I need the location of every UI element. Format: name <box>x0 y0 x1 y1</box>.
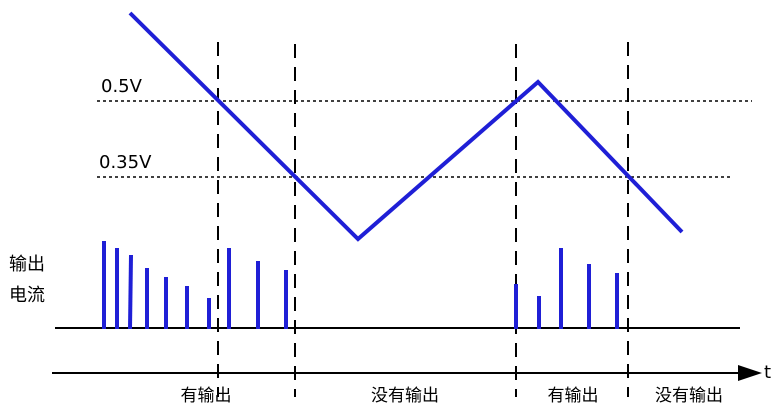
threshold-label-low: 0.35V <box>99 152 152 173</box>
segment-label-4: 没有输出 <box>655 386 723 406</box>
time-axis-label: t <box>764 362 771 383</box>
segment-label-3: 有输出 <box>548 386 599 406</box>
segment-label-1: 有输出 <box>181 386 232 406</box>
pulse-3 <box>128 254 133 330</box>
time-axis-arrow-icon <box>738 365 762 381</box>
y-label-line2: 电流 <box>9 285 45 306</box>
current-pulses <box>102 241 619 330</box>
triangle-waveform <box>128 11 684 242</box>
threshold-label-high: 0.5V <box>101 76 143 97</box>
segment-label-2: 没有输出 <box>371 386 439 406</box>
y-label-line1: 输出 <box>9 254 45 275</box>
